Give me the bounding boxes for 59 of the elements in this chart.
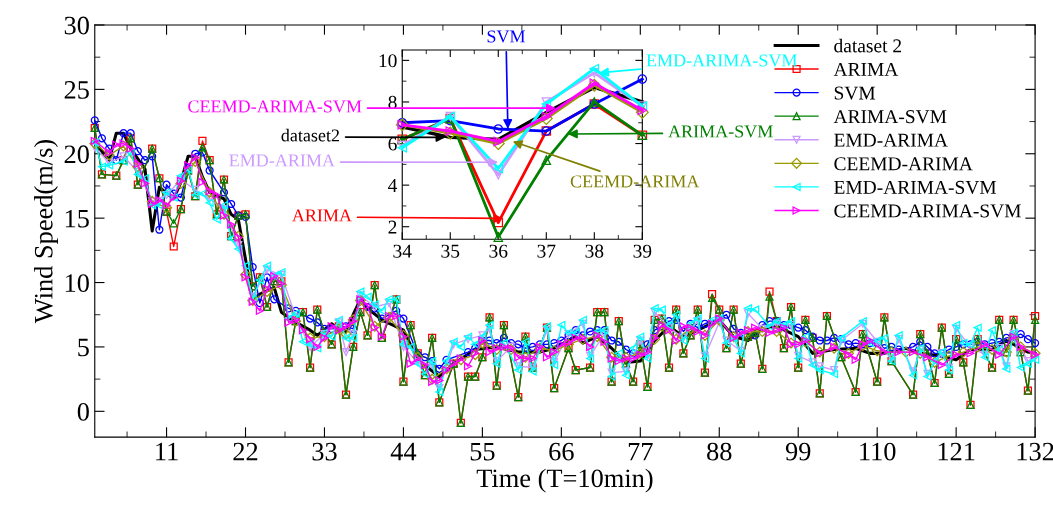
y-tick-label: 30 [64,16,89,35]
x-tick-label: 35 [441,244,460,258]
x-tick-label: 36 [489,244,508,258]
x-axis-title: Time (T=10min) [476,468,653,493]
y-tick-label: 10 [379,54,397,68]
legend-label: SVM [834,86,876,100]
annotation: SVM [487,30,526,43]
y-tick-label: 0 [77,402,89,421]
point [445,126,456,136]
y-axis-title: Wind Speed(m/s) [34,140,58,324]
x-tick-label: 33 [312,442,337,461]
y-tick-label: 4 [388,179,398,192]
annotation: ARIMA [291,209,352,222]
y-tick-label: 25 [64,81,89,99]
annotation: EMD-ARIMA [229,154,335,167]
x-tick-label: 121 [938,442,975,461]
legend-label: ARIMA-SVM [833,110,947,124]
point [493,163,504,174]
y-tick-label: 6 [388,137,397,151]
point [541,155,552,165]
annotation: dataset2 [281,128,339,142]
x-tick-label: 88 [707,442,732,461]
point [493,136,504,147]
y-tick-label: 2 [388,220,397,234]
legend-label: CEEMD-ARIMA [834,157,973,171]
x-tick-label: 37 [537,244,556,258]
point [493,169,504,180]
annotation: EMD-ARIMA-SVM [646,54,797,67]
legend-label: EMD-ARIMA [834,133,948,147]
x-tick-label: 110 [860,442,896,461]
point [493,124,504,134]
point [589,63,600,74]
point [541,111,552,122]
y-tick-label: 15 [65,209,89,228]
y-tick-label: 20 [64,145,89,164]
point [539,112,553,126]
y-tick-label: 5 [78,338,89,357]
annotation: CEEMD-ARIMA-SVM [188,100,362,113]
legend-label: dataset 2 [834,38,902,53]
point [491,137,505,151]
x-tick-label: 34 [393,244,412,258]
annotation: ARIMA-SVM [668,125,773,138]
point [637,74,648,84]
legend-label: CEEMD-ARIMA-SVM [834,204,1021,218]
x-tick-label: 44 [390,442,417,461]
x-tick-label: 99 [785,442,811,461]
x-tick-label: 132 [1017,442,1053,461]
x-tick-label: 11 [156,442,178,461]
x-tick-label: 38 [585,244,604,258]
legend-label: ARIMA [833,62,899,76]
x-tick-label: 66 [549,442,574,461]
point [493,217,504,228]
y-tick-label: 10 [65,274,89,292]
x-tick-label: 77 [628,442,653,461]
x-tick-label: 22 [233,442,258,461]
x-tick-label: 55 [470,442,495,461]
legend-label: EMD-ARIMA-SVM [834,180,997,195]
x-tick-label: 39 [633,244,652,258]
point [493,232,504,242]
